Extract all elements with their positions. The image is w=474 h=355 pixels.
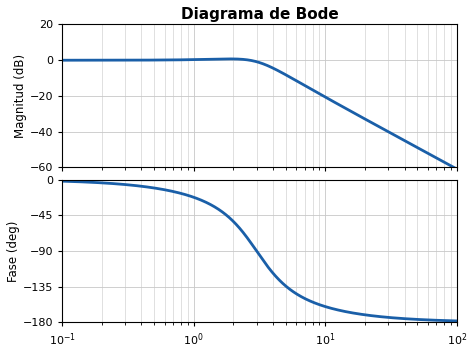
Y-axis label: Fase (deg): Fase (deg) xyxy=(7,220,20,282)
Title: Diagrama de Bode: Diagrama de Bode xyxy=(181,7,338,22)
Y-axis label: Magnitud (dB): Magnitud (dB) xyxy=(14,54,27,138)
